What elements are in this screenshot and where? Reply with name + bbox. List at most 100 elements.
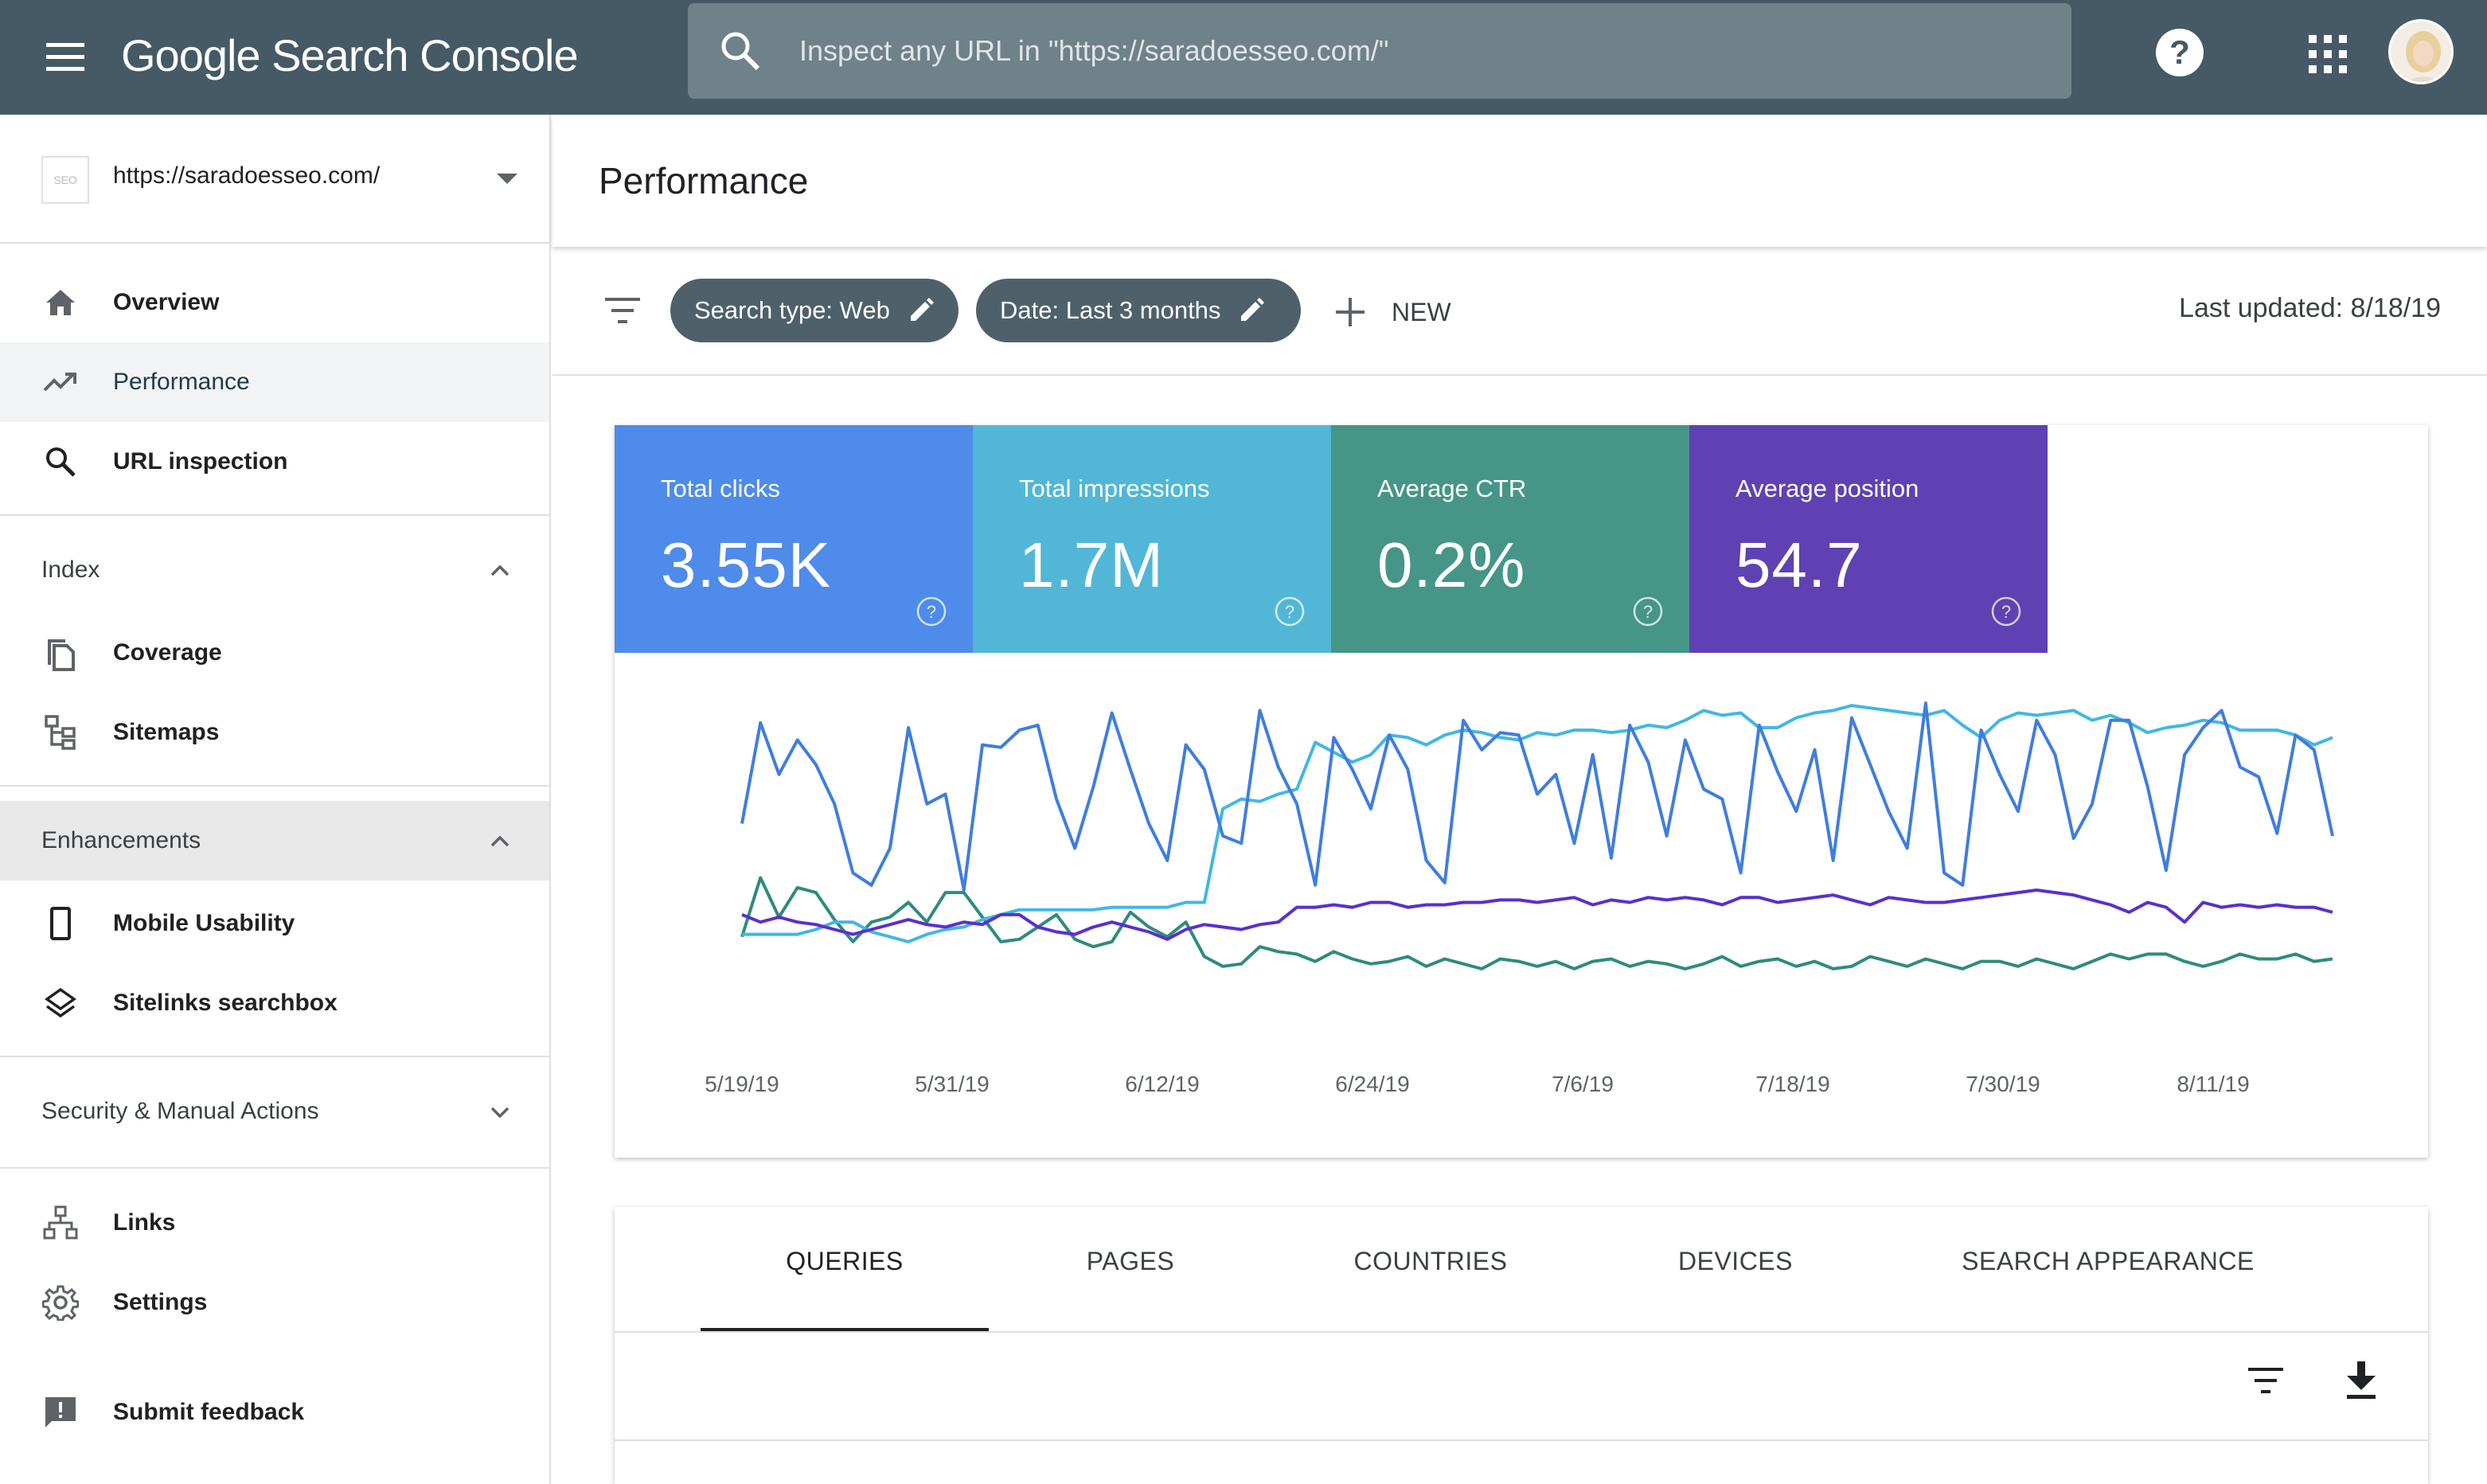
sidebar-item-label: Performance bbox=[113, 369, 250, 395]
copy-pages-icon bbox=[41, 634, 80, 672]
metric-value: 1.7M bbox=[1019, 529, 1164, 600]
url-inspect-searchbar[interactable] bbox=[688, 3, 2071, 99]
search-icon bbox=[720, 30, 761, 72]
sidebar-item-label: Sitelinks searchbox bbox=[113, 990, 338, 1016]
metric-total-clicks[interactable]: Total clicks 3.55K ? bbox=[615, 425, 973, 653]
sidebar-item-performance[interactable]: Performance bbox=[0, 342, 549, 422]
svg-text:?: ? bbox=[1285, 602, 1294, 622]
apps-grid-icon[interactable] bbox=[2305, 32, 2350, 76]
phone-icon bbox=[41, 904, 80, 943]
help-circle-icon[interactable]: ? bbox=[1632, 596, 1664, 627]
metric-label: Average CTR bbox=[1377, 474, 1527, 502]
help-circle-icon[interactable]: ? bbox=[1990, 596, 2022, 627]
divider bbox=[0, 514, 549, 516]
download-icon[interactable] bbox=[2342, 1360, 2380, 1401]
tab-search-appearance[interactable]: SEARCH APPEARANCE bbox=[1962, 1247, 2255, 1275]
menu-icon[interactable] bbox=[40, 33, 91, 81]
divider bbox=[0, 785, 549, 787]
svg-text:?: ? bbox=[1643, 602, 1653, 622]
active-tab-indicator bbox=[701, 1328, 989, 1332]
x-tick-label: 8/11/19 bbox=[2177, 1072, 2250, 1096]
x-tick-label: 6/24/19 bbox=[1335, 1072, 1410, 1096]
svg-text:?: ? bbox=[927, 602, 936, 622]
search-icon bbox=[41, 443, 80, 481]
metric-label: Average position bbox=[1735, 474, 1919, 502]
tab-countries[interactable]: COUNTRIES bbox=[1353, 1247, 1508, 1275]
tab-pages[interactable]: PAGES bbox=[1086, 1247, 1175, 1275]
table-filter-icon[interactable] bbox=[2245, 1363, 2286, 1398]
metric-total-impressions[interactable]: Total impressions 1.7M ? bbox=[973, 425, 1331, 653]
page-header: Performance bbox=[552, 115, 2487, 247]
last-updated-text: Last updated: 8/18/19 bbox=[2179, 293, 2441, 323]
sidebar-item-sitelinks-searchbox[interactable]: Sitelinks searchbox bbox=[0, 963, 549, 1043]
series-line-average-position[interactable] bbox=[741, 888, 2333, 941]
x-tick-label: 7/30/19 bbox=[1966, 1072, 2040, 1096]
sidebar-item-links[interactable]: Links bbox=[0, 1183, 549, 1263]
section-label: Enhancements bbox=[41, 827, 201, 853]
dimension-table-card: QUERIES PAGES COUNTRIES DEVICES SEARCH A… bbox=[615, 1207, 2428, 1484]
x-tick-label: 5/19/19 bbox=[705, 1072, 779, 1096]
chevron-up-icon bbox=[487, 828, 513, 853]
chevron-up-icon bbox=[487, 557, 513, 583]
metric-average-position[interactable]: Average position 54.7 ? bbox=[1689, 425, 2048, 653]
sidebar-item-url-inspection[interactable]: URL inspection bbox=[0, 422, 549, 502]
section-security-header[interactable]: Security & Manual Actions bbox=[0, 1072, 549, 1151]
help-circle-icon[interactable]: ? bbox=[916, 596, 947, 627]
metric-value: 3.55K bbox=[661, 529, 832, 600]
sidebar-item-label: Overview bbox=[113, 289, 220, 315]
page-title: Performance bbox=[599, 160, 809, 201]
filter-icon[interactable] bbox=[602, 293, 643, 328]
metric-value: 0.2% bbox=[1377, 529, 1526, 600]
trending-up-icon bbox=[41, 363, 80, 401]
chip-label: Search type: Web bbox=[694, 296, 890, 324]
gear-icon bbox=[41, 1283, 80, 1322]
url-inspect-input[interactable] bbox=[799, 22, 2041, 80]
performance-chart-card: Total clicks 3.55K ? Total impressions 1… bbox=[615, 425, 2428, 1158]
hierarchy-icon bbox=[41, 1204, 80, 1242]
section-label: Security & Manual Actions bbox=[41, 1098, 319, 1124]
tab-devices[interactable]: DEVICES bbox=[1678, 1247, 1793, 1275]
sidebar-item-label: Sitemaps bbox=[113, 719, 220, 745]
dropdown-caret-icon bbox=[497, 174, 517, 184]
sidebar-item-mobile-usability[interactable]: Mobile Usability bbox=[0, 884, 549, 963]
date-range-chip[interactable]: Date: Last 3 months bbox=[976, 279, 1301, 342]
help-circle-icon[interactable]: ? bbox=[1274, 596, 1306, 627]
help-icon[interactable]: ? bbox=[2156, 29, 2204, 76]
top-app-bar: Google Search Console ? bbox=[0, 0, 2487, 115]
chip-label: Date: Last 3 months bbox=[1000, 296, 1221, 324]
app-title[interactable]: Google Search Console bbox=[121, 30, 579, 80]
sidebar-item-overview[interactable]: Overview bbox=[0, 263, 549, 342]
sidebar-item-label: Links bbox=[113, 1209, 176, 1236]
sidebar-item-settings[interactable]: Settings bbox=[0, 1263, 549, 1342]
tab-queries[interactable]: QUERIES bbox=[786, 1247, 904, 1275]
performance-line-chart[interactable] bbox=[615, 653, 2428, 1158]
metric-average-ctr[interactable]: Average CTR 0.2% ? bbox=[1331, 425, 1689, 653]
x-tick-label: 7/6/19 bbox=[1552, 1072, 1614, 1096]
new-filter-button[interactable]: NEW bbox=[1333, 293, 1451, 331]
feedback-icon bbox=[41, 1393, 80, 1431]
x-tick-label: 7/18/19 bbox=[1755, 1072, 1830, 1096]
chevron-down-icon bbox=[487, 1099, 513, 1124]
sidebar-item-label: Submit feedback bbox=[113, 1399, 305, 1425]
series-line-total-impressions[interactable] bbox=[742, 704, 2333, 943]
series-line-average-ctr[interactable] bbox=[740, 876, 2333, 970]
metric-label: Total clicks bbox=[661, 474, 780, 502]
section-index-header[interactable]: Index bbox=[0, 530, 549, 610]
property-url: https://saradoesseo.com/ bbox=[113, 162, 381, 189]
sidebar-item-sitemaps[interactable]: Sitemaps bbox=[0, 693, 549, 772]
search-type-chip[interactable]: Search type: Web bbox=[670, 279, 958, 342]
account-avatar[interactable] bbox=[2388, 19, 2454, 84]
series-line-total-clicks[interactable] bbox=[740, 701, 2334, 892]
filter-bar: Search type: Web Date: Last 3 months NEW… bbox=[552, 248, 2487, 376]
sidebar-item-label: URL inspection bbox=[113, 448, 288, 474]
sidebar-item-coverage[interactable]: Coverage bbox=[0, 613, 549, 693]
divider bbox=[615, 1439, 2428, 1441]
home-icon bbox=[41, 283, 80, 322]
property-selector[interactable]: SEO https://saradoesseo.com/ bbox=[0, 115, 549, 244]
svg-text:?: ? bbox=[2001, 602, 2011, 622]
metric-label: Total impressions bbox=[1019, 474, 1210, 502]
sidebar-item-label: Mobile Usability bbox=[113, 910, 295, 936]
sidebar-item-submit-feedback[interactable]: Submit feedback bbox=[0, 1373, 549, 1452]
plus-icon bbox=[1333, 295, 1368, 330]
section-enhancements-header[interactable]: Enhancements bbox=[0, 801, 549, 881]
